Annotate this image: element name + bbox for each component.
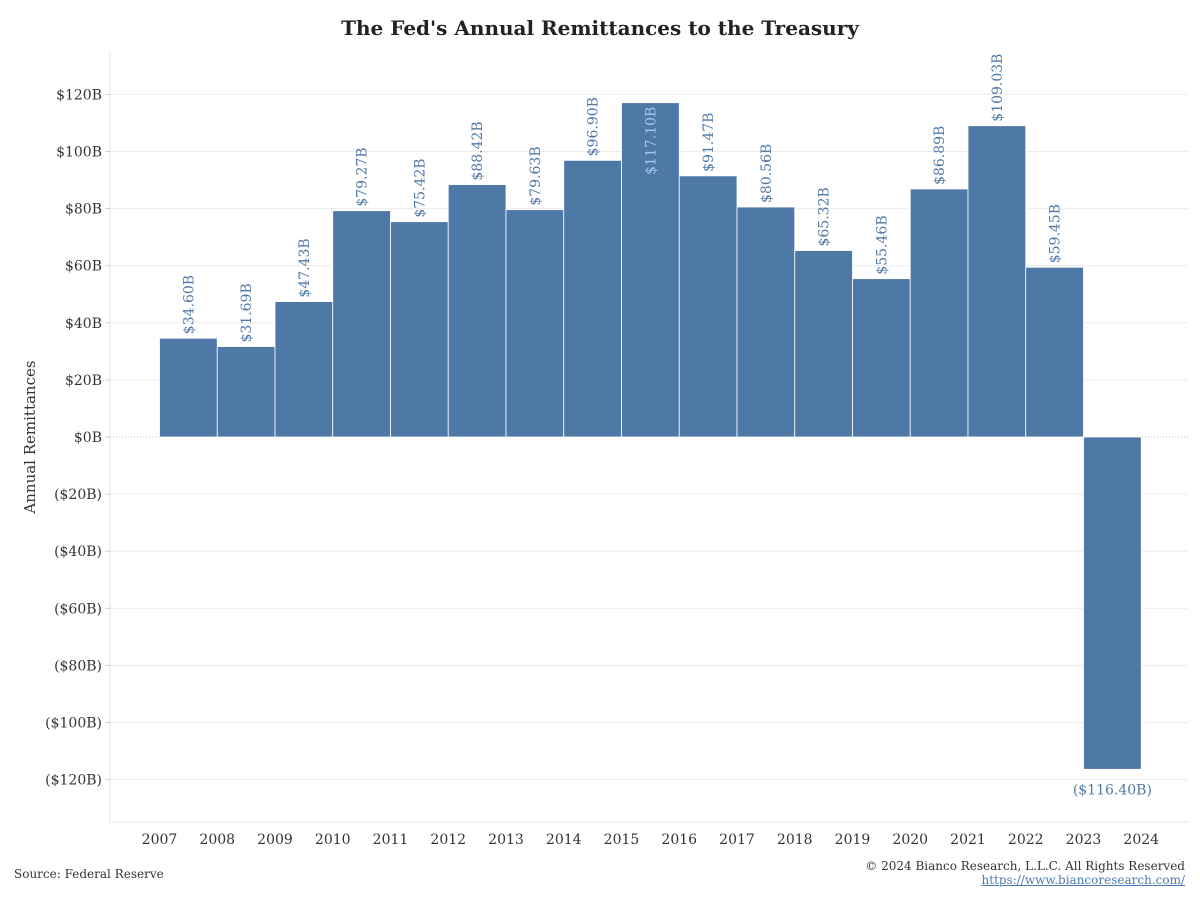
y-tick-label: $20B: [65, 373, 102, 389]
y-tick-label: $40B: [65, 316, 102, 332]
y-tick-label: $0B: [74, 430, 102, 446]
data-label: $80.56B: [759, 144, 775, 203]
bars: [159, 102, 1142, 770]
data-label: $79.27B: [355, 147, 371, 206]
x-tick-label: 2020: [892, 832, 928, 848]
chart-title: The Fed's Annual Remittances to the Trea…: [341, 16, 859, 40]
x-tick-label: 2011: [373, 832, 409, 848]
x-tick-label: 2016: [661, 832, 697, 848]
bar: [967, 125, 1027, 438]
data-label: $109.03B: [990, 54, 1006, 122]
bar: [159, 337, 218, 438]
y-tick-label: $120B: [56, 87, 102, 103]
y-tick-label: ($40B): [54, 544, 102, 560]
bar: [447, 184, 507, 438]
data-label: ($116.40B): [1073, 782, 1152, 798]
source-note: Source: Federal Reserve: [14, 867, 164, 881]
y-tick-label: $80B: [65, 202, 102, 218]
x-tick-label: 2007: [142, 832, 178, 848]
x-tick-label: 2017: [719, 832, 755, 848]
y-tick-label: ($60B): [54, 601, 102, 617]
x-tick-label: 2018: [777, 832, 813, 848]
x-tick-label: 2021: [950, 832, 986, 848]
x-tick-label: 2014: [546, 832, 582, 848]
data-labels: $34.60B $31.69B $47.43B $79.27B $75.42B $88.4…: [181, 54, 1152, 799]
bar: [332, 210, 391, 438]
x-tick-label: 2024: [1123, 832, 1159, 848]
data-label: $55.46B: [874, 215, 890, 274]
data-label: $47.43B: [297, 238, 313, 297]
bar: [621, 102, 680, 438]
bar: [736, 206, 796, 438]
data-label: $88.42B: [470, 121, 486, 180]
bar: [563, 159, 622, 438]
copyright-note: © 2024 Bianco Research, L.L.C. All Right…: [865, 859, 1185, 873]
data-label: $79.63B: [528, 146, 544, 205]
bar: [794, 250, 853, 438]
bar: [678, 175, 738, 438]
bar: [909, 188, 969, 438]
x-tick-labels: 2007 2008 2009 2010 2011 2012 2013 2014 2015 2016…: [142, 832, 1159, 848]
data-label: $75.42B: [412, 158, 428, 217]
y-tick-label: ($120B): [45, 773, 102, 789]
bar: [216, 346, 276, 438]
data-label: $96.90B: [586, 97, 602, 156]
bar: [390, 221, 449, 438]
y-tick-label: ($100B): [45, 716, 102, 732]
x-tick-label: 2013: [488, 832, 524, 848]
data-label: $31.69B: [239, 283, 255, 342]
y-tick-label: ($20B): [54, 487, 102, 503]
bar: [1083, 436, 1142, 770]
x-tick-label: 2012: [430, 832, 466, 848]
y-tick-label: ($80B): [54, 658, 102, 674]
x-tick-label: 2008: [199, 832, 235, 848]
website-link[interactable]: https://www.biancoresearch.com/: [981, 873, 1185, 887]
y-tick-label: $100B: [56, 145, 102, 161]
x-tick-label: 2015: [604, 832, 640, 848]
bar: [274, 301, 334, 438]
bar: [505, 209, 565, 438]
data-label: $86.89B: [932, 126, 948, 185]
x-tick-label: 2022: [1008, 832, 1044, 848]
x-tick-label: 2019: [835, 832, 871, 848]
x-tick-label: 2009: [257, 832, 293, 848]
data-label: $59.45B: [1048, 204, 1064, 263]
y-tick-labels: $120B $100B $80B $60B $40B $20B $0B ($20B) ($40B…: [45, 87, 102, 788]
data-label: $65.32B: [817, 187, 833, 246]
bar: [852, 278, 911, 438]
data-label: $91.47B: [701, 113, 717, 172]
bar: [1025, 266, 1084, 438]
x-tick-label: 2023: [1066, 832, 1102, 848]
data-label: $34.60B: [181, 275, 197, 334]
data-label: $117.10B: [643, 107, 659, 175]
y-tick-label: $60B: [65, 259, 102, 275]
x-tick-label: 2010: [315, 832, 351, 848]
